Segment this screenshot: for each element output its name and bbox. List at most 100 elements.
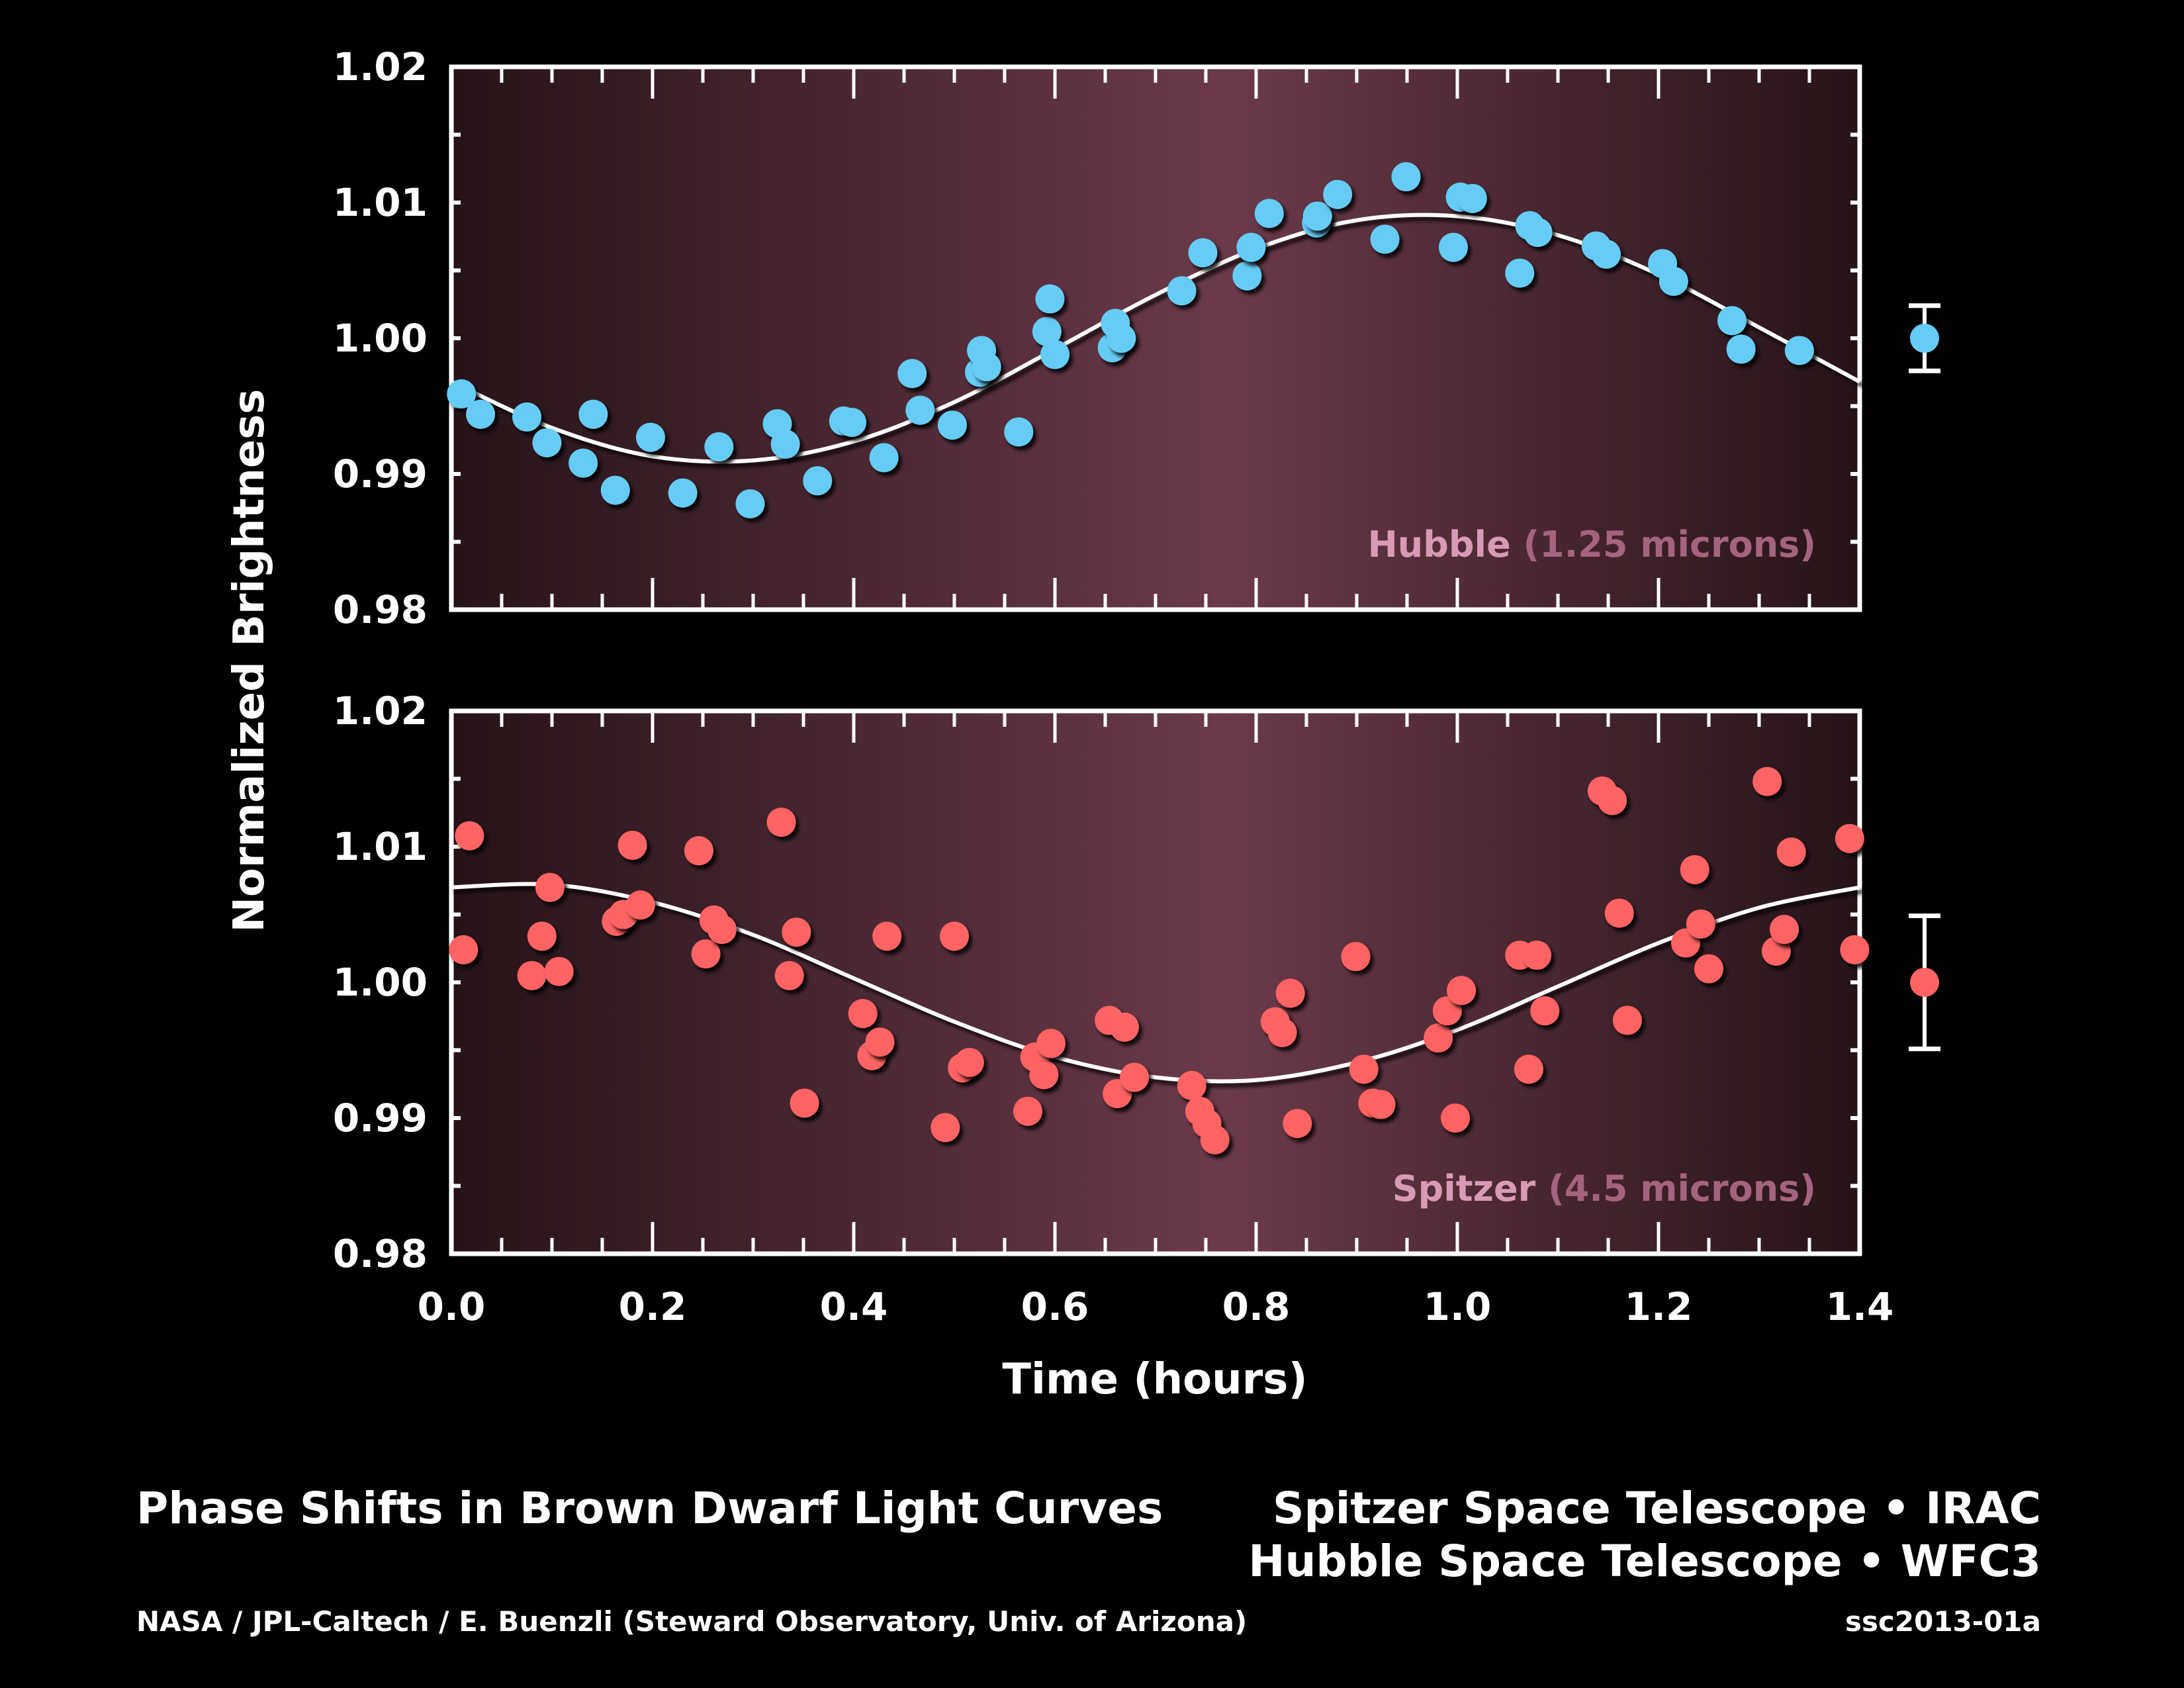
- plot-background: [451, 67, 1860, 610]
- y-tick-label: 0.98: [333, 587, 428, 632]
- image-id: ssc2013-01a: [1844, 1605, 2041, 1638]
- data-point: [790, 1088, 819, 1118]
- data-point: [1302, 201, 1332, 231]
- panel-label-instrument: Spitzer: [1392, 1168, 1548, 1209]
- data-point: [905, 395, 935, 425]
- data-point: [1522, 941, 1552, 970]
- x-axis-title: Time (hours): [1002, 1355, 1307, 1404]
- data-point: [1032, 316, 1062, 346]
- data-point: [635, 422, 665, 452]
- y-tick-label: 0.98: [333, 1231, 428, 1276]
- data-point: [1004, 417, 1034, 447]
- instrument-line-2: Hubble Space Telescope • WFC3: [1248, 1536, 2041, 1587]
- data-point: [1835, 823, 1864, 853]
- y-tick-label: 1.02: [333, 688, 428, 733]
- data-point: [735, 489, 765, 519]
- fit-curve: [450, 212, 1861, 464]
- data-point: [774, 961, 804, 990]
- data-point: [578, 399, 608, 429]
- data-point: [1035, 284, 1065, 314]
- y-tick-label: 0.99: [333, 451, 428, 496]
- x-tick-label: 0.4: [820, 1284, 888, 1329]
- data-point: [1366, 1090, 1396, 1119]
- data-point: [872, 921, 902, 951]
- data-point: [1029, 1060, 1059, 1090]
- data-point: [449, 935, 478, 964]
- data-point: [544, 957, 574, 986]
- data-point: [704, 432, 734, 461]
- data-point: [1349, 1055, 1379, 1084]
- data-point: [1717, 306, 1747, 336]
- y-tick-label: 1.00: [333, 316, 428, 361]
- data-point: [1523, 218, 1553, 248]
- data-point: [1612, 1006, 1642, 1035]
- panel-label: Hubble (1.25 microns): [1368, 524, 1816, 565]
- data-point: [1840, 935, 1870, 964]
- data-point: [1686, 909, 1715, 939]
- y-tick-label: 0.99: [333, 1096, 428, 1141]
- panel-label-wavelength: (1.25 microns): [1524, 524, 1817, 565]
- data-point: [1254, 199, 1284, 228]
- data-point: [707, 915, 737, 945]
- spitzer-panel: 0.98 0.99 1.00 1.01 1.02 0.0 0.2 0.4 0.6 0.8 1.0 1.…: [333, 688, 1940, 1329]
- y-tick-label: 1.00: [333, 960, 428, 1005]
- data-point: [1013, 1096, 1042, 1126]
- data-point: [1167, 276, 1197, 306]
- data-point: [782, 917, 811, 947]
- x-tick-label: 0.8: [1222, 1284, 1291, 1329]
- data-point: [1457, 183, 1487, 213]
- data-point: [1680, 855, 1709, 884]
- data-point: [447, 379, 477, 409]
- x-tick-label: 1.0: [1424, 1284, 1492, 1329]
- data-point: [954, 1047, 984, 1077]
- data-point: [770, 429, 800, 459]
- data-point: [897, 359, 927, 389]
- data-point: [1530, 996, 1560, 1026]
- data-point: [569, 448, 598, 478]
- data-point: [535, 872, 565, 902]
- data-point: [1391, 162, 1421, 192]
- data-point: [1659, 266, 1688, 296]
- data-point: [1770, 915, 1799, 945]
- data-point: [1177, 1070, 1206, 1100]
- data-point: [972, 352, 1001, 382]
- data-point: [1236, 232, 1266, 262]
- data-point: [766, 808, 796, 837]
- data-point: [668, 478, 698, 508]
- data-point: [455, 821, 484, 851]
- data-point: [865, 1027, 895, 1057]
- typical-error-bar: [1909, 303, 1940, 373]
- panel-label-instrument: Hubble: [1368, 524, 1524, 565]
- data-point: [527, 921, 557, 951]
- data-point: [600, 475, 630, 505]
- data-point: [1283, 1109, 1312, 1139]
- data-point: [837, 408, 866, 438]
- data-point: [691, 939, 721, 968]
- x-tick-label: 0.0: [418, 1284, 486, 1329]
- fit-curve: [451, 882, 1860, 1084]
- y-tick-label: 1.02: [333, 44, 428, 89]
- data-point: [1514, 1055, 1543, 1084]
- panel-label-wavelength: (4.5 microns): [1548, 1168, 1816, 1209]
- data-point: [532, 428, 562, 457]
- plot-frame: [449, 708, 1862, 1256]
- error-bar-point: [1910, 968, 1939, 997]
- data-point: [517, 961, 547, 990]
- y-tick-label: 1.01: [333, 180, 428, 225]
- hubble-panel: 0.98 0.99 1.00 1.01 1.02 Hubble (1.25 microns…: [333, 44, 1940, 632]
- data-point: [512, 402, 541, 432]
- data-point: [1604, 898, 1634, 928]
- data-point: [1505, 258, 1535, 288]
- data-point: [1120, 1062, 1150, 1092]
- data-point: [684, 836, 713, 866]
- error-bar-point: [1910, 324, 1939, 353]
- data-point: [940, 921, 969, 951]
- data-point: [1275, 978, 1305, 1008]
- data-point: [1776, 837, 1806, 867]
- data-point: [1598, 786, 1627, 816]
- data-point: [1200, 1125, 1230, 1154]
- data-point: [466, 399, 496, 429]
- data-point: [1232, 261, 1262, 291]
- data-point: [1432, 996, 1462, 1026]
